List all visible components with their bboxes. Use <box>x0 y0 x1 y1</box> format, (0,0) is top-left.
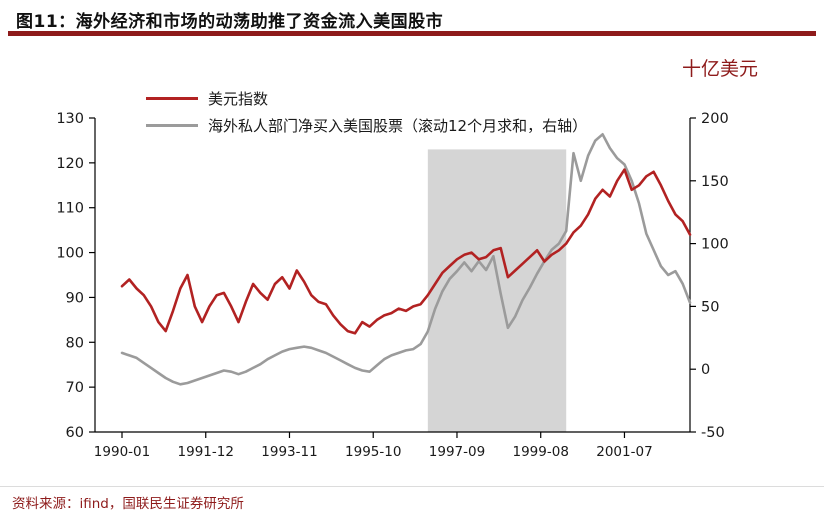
x-tick-label: 1995-10 <box>345 444 401 460</box>
x-tick-label: 1991-12 <box>178 444 234 460</box>
legend-line-sample-red <box>146 97 198 100</box>
footer-divider <box>0 486 824 487</box>
right-tick-label: -50 <box>701 425 725 441</box>
highlight-band <box>427 149 567 432</box>
right-tick-label: 0 <box>701 362 710 378</box>
left-tick-label: 90 <box>66 290 84 306</box>
figure-title: 图11：海外经济和市场的动荡助推了资金流入美国股市 <box>16 12 444 32</box>
left-tick-label: 130 <box>56 111 84 127</box>
left-tick-label: 100 <box>56 246 84 262</box>
net-buying-line <box>120 133 692 386</box>
legend-item-net-buying: 海外私人部门净买入美国股票（滚动12个月求和，右轴） <box>146 112 587 139</box>
legend-line-sample-gray <box>146 124 198 127</box>
x-tick-label: 2001-07 <box>596 444 652 460</box>
legend-label-net-buying: 海外私人部门净买入美国股票（滚动12个月求和，右轴） <box>208 117 588 135</box>
x-tick-label: 1993-11 <box>261 444 317 460</box>
source-note: 资料来源：ifind，国联民生证券研究所 <box>12 496 244 512</box>
right-tick-label: 50 <box>701 299 719 315</box>
right-axis-unit-label: 十亿美元 <box>681 58 758 80</box>
left-tick-label: 80 <box>66 335 84 351</box>
x-tick-label: 1990-01 <box>94 444 150 460</box>
right-tick-label: 200 <box>701 111 729 127</box>
x-tick-label: 1997-09 <box>429 444 485 460</box>
title-divider <box>8 31 816 36</box>
right-tick-label: 100 <box>701 237 729 253</box>
legend: 美元指数 海外私人部门净买入美国股票（滚动12个月求和，右轴） <box>146 85 587 139</box>
left-tick-label: 70 <box>66 380 84 396</box>
dollar-index-line <box>120 168 692 335</box>
left-tick-label: 120 <box>56 156 84 172</box>
right-tick-label: 150 <box>701 174 729 190</box>
left-tick-label: 110 <box>56 201 84 217</box>
x-tick-label: 1999-08 <box>513 444 569 460</box>
legend-item-dollar-index: 美元指数 <box>146 85 587 112</box>
legend-label-dollar-index: 美元指数 <box>208 90 269 108</box>
left-tick-label: 60 <box>66 425 84 441</box>
